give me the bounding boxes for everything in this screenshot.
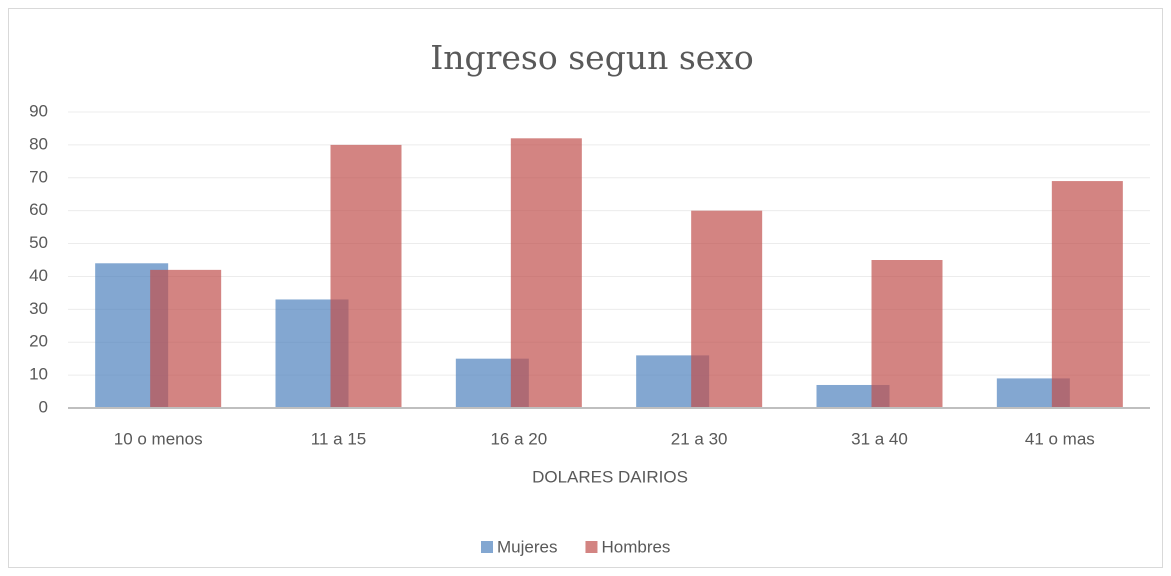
y-tick-label: 90 bbox=[29, 101, 48, 120]
bar bbox=[510, 138, 582, 409]
legend-label: Hombres bbox=[601, 537, 670, 556]
bar bbox=[150, 269, 222, 408]
bar bbox=[691, 210, 763, 408]
x-tick-label: 10 o menos bbox=[114, 429, 203, 448]
chart-title: Ingreso segun sexo bbox=[430, 38, 754, 77]
y-tick-label: 20 bbox=[29, 332, 48, 351]
y-tick-label: 0 bbox=[39, 397, 48, 416]
y-tick-label: 10 bbox=[29, 365, 48, 384]
bar bbox=[330, 144, 402, 408]
y-tick-label: 30 bbox=[29, 299, 48, 318]
x-tick-label: 11 a 15 bbox=[311, 429, 366, 448]
y-tick-label: 40 bbox=[29, 266, 48, 285]
x-tick-label: 21 a 30 bbox=[671, 429, 728, 448]
x-tick-label: 16 a 20 bbox=[490, 429, 547, 448]
bar bbox=[871, 260, 943, 408]
legend-label: Mujeres bbox=[497, 537, 557, 556]
y-tick-label: 80 bbox=[29, 134, 48, 153]
legend-swatch bbox=[481, 541, 493, 553]
x-tick-label: 41 o mas bbox=[1025, 429, 1095, 448]
bar bbox=[1051, 181, 1123, 408]
y-tick-label: 60 bbox=[29, 200, 48, 219]
y-tick-label: 70 bbox=[29, 167, 48, 186]
y-tick-label: 50 bbox=[29, 233, 48, 252]
legend-swatch bbox=[585, 541, 598, 553]
x-axis-label: DOLARES DAIRIOS bbox=[532, 467, 688, 486]
bar bbox=[816, 384, 890, 408]
x-tick-label: 31 a 40 bbox=[851, 429, 908, 448]
